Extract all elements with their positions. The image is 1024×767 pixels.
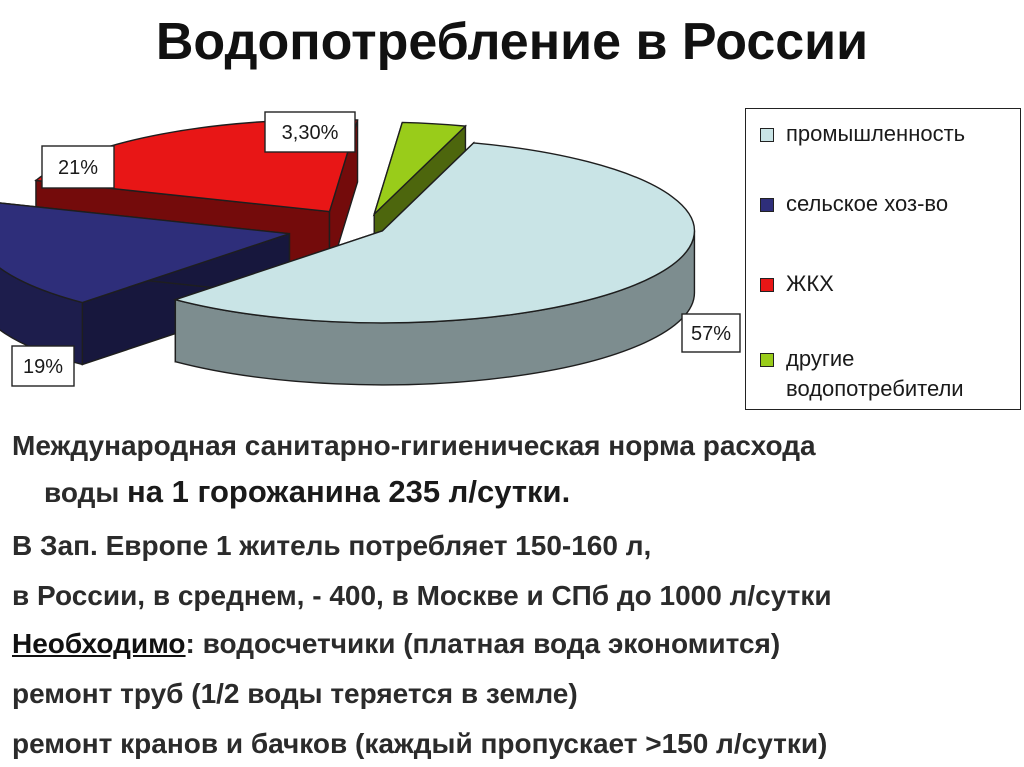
data-label-other: 3,30% bbox=[264, 111, 356, 153]
legend-swatch-industry bbox=[760, 128, 774, 142]
text-line-3: В Зап. Европе 1 житель потребляет 150-16… bbox=[12, 530, 652, 561]
text-line-4: в России, в среднем, - 400, в Москве и С… bbox=[12, 580, 832, 611]
text-line-2-start: воды bbox=[44, 477, 128, 508]
legend-label-other-line2: водопотребители bbox=[786, 376, 964, 401]
legend-label-industry: промышленность bbox=[786, 121, 966, 146]
text-line-5-rest: : водосчетчики (платная вода экономится) bbox=[185, 628, 781, 659]
data-label-industry: 57% bbox=[681, 313, 741, 353]
data-label-agriculture-text: 19% bbox=[23, 356, 63, 378]
legend-swatch-housing bbox=[760, 278, 774, 292]
legend-label-agriculture: сельское хоз-во bbox=[786, 191, 949, 216]
legend-item-industry: промышленность bbox=[760, 119, 965, 149]
text-line-2-emphasis: на 1 горожанина 235 л/сутки. bbox=[127, 474, 571, 509]
legend-item-housing: ЖКХ bbox=[760, 269, 834, 299]
legend-swatch-other bbox=[760, 353, 774, 367]
data-label-housing-text: 21% bbox=[58, 157, 98, 179]
legend-item-other: другие водопотребители bbox=[760, 344, 964, 404]
text-line-6: ремонт труб (1/2 воды теряется в земле) bbox=[12, 678, 578, 709]
legend-label-other-line1: другие bbox=[786, 346, 855, 371]
text-line-2: воды на 1 горожанина 235 л/сутки. bbox=[44, 474, 570, 510]
text-necessary: Необходимо bbox=[12, 628, 186, 659]
text-line-5: Необходимо: водосчетчики (платная вода э… bbox=[12, 628, 780, 660]
legend-label-housing: ЖКХ bbox=[786, 271, 834, 296]
chart-legend: промышленность сельское хоз-во ЖКХ други… bbox=[745, 108, 1021, 410]
data-label-housing: 21% bbox=[41, 145, 115, 189]
text-line-7: ремонт кранов и бачков (каждый пропускае… bbox=[12, 728, 828, 759]
text-line-1: Международная санитарно-гигиеническая но… bbox=[12, 430, 816, 461]
data-label-other-text: 3,30% bbox=[282, 122, 339, 144]
pie-chart: 57% 19% 21% 3,30% bbox=[0, 111, 741, 387]
pie-slice-industry bbox=[172, 141, 696, 386]
page-title: Водопотребление в России bbox=[155, 13, 869, 71]
data-label-agriculture: 19% bbox=[11, 345, 75, 387]
legend-item-agriculture: сельское хоз-во bbox=[760, 189, 948, 219]
legend-swatch-agriculture bbox=[760, 198, 774, 212]
data-label-industry-text: 57% bbox=[691, 323, 731, 345]
